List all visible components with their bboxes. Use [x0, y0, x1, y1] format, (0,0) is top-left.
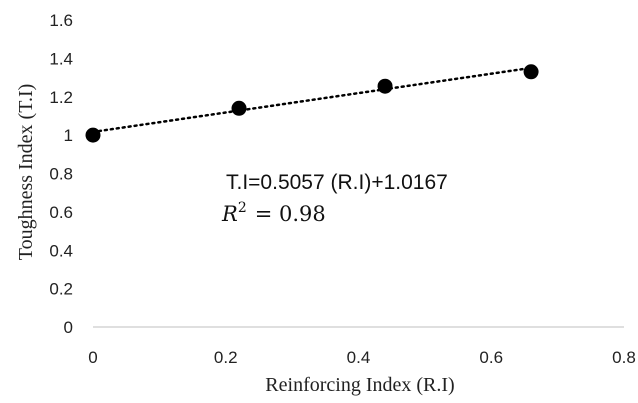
- x-tick-label: 0.2: [214, 348, 238, 367]
- x-tick-label: 0.4: [347, 348, 371, 367]
- y-tick-label: 0.8: [49, 165, 73, 184]
- r-squared-exponent: 2: [238, 200, 247, 216]
- r-squared-value: = 0.98: [255, 202, 326, 226]
- y-tick-label: 0.4: [49, 241, 73, 260]
- y-tick-label: 1.4: [49, 49, 73, 68]
- trendline: [91, 66, 533, 134]
- data-point: [85, 127, 101, 143]
- y-tick-label: 1.6: [49, 11, 73, 30]
- x-axis-title: Reinforcing Index (R.I): [265, 374, 454, 396]
- x-tick-label: 0: [88, 348, 97, 367]
- data-point: [231, 100, 247, 116]
- x-tick-label: 0.8: [612, 348, 636, 367]
- x-tick-label: 0.6: [479, 348, 503, 367]
- y-tick-label: 0: [64, 318, 73, 337]
- r-squared-label: R2 = 0.98: [221, 200, 326, 226]
- y-tick-label: 1: [64, 126, 73, 145]
- y-axis-ticks: 0 0.2 0.4 0.6 0.8 1 1.2 1.4 1.6: [49, 11, 73, 337]
- y-tick-label: 0.6: [49, 203, 73, 222]
- x-axis-ticks: 0 0.2 0.4 0.6 0.8: [88, 348, 636, 367]
- data-points: [85, 64, 539, 143]
- trendline-equation: T.I=0.5057 (R.I)+1.0167: [226, 171, 448, 194]
- r-symbol: R: [221, 202, 238, 226]
- y-tick-label: 0.2: [49, 280, 73, 299]
- data-point: [377, 78, 393, 94]
- y-axis-title: Toughness Index (T.I): [15, 84, 37, 261]
- y-tick-label: 1.2: [49, 88, 73, 107]
- data-point: [523, 64, 539, 80]
